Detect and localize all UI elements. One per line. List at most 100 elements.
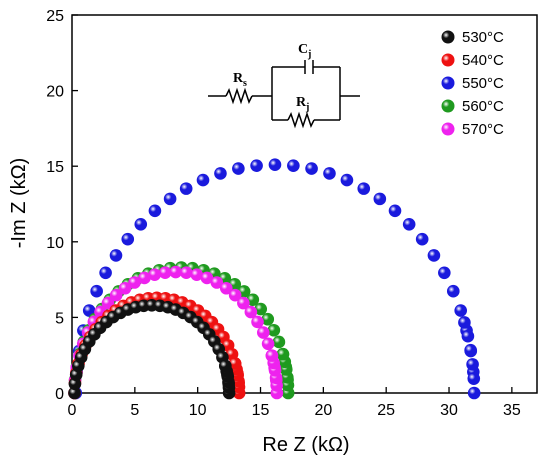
y-tick-label: 15 [46,159,64,176]
data-point [305,162,318,175]
equivalent-circuit-inset: R s C j R j [208,42,360,129]
data-point [467,386,481,400]
data-point [109,288,123,302]
rs-subscript: s [243,78,247,89]
data-point [268,158,282,171]
data-point [323,167,336,180]
legend-marker [441,99,455,113]
data-point [237,296,250,310]
cj-label: C [298,42,308,57]
data-point [415,232,429,246]
data-point [99,266,112,280]
cj-subscript: j [307,49,311,60]
y-tick-label: 0 [55,386,64,403]
data-point [467,372,481,385]
series-550°C [69,158,481,400]
data-point [287,159,300,172]
y-axis-title: -Im Z (kΩ) [8,158,30,248]
series-530°C [68,299,236,400]
data-point [276,347,290,361]
data-point [256,326,270,339]
data-point [228,357,242,370]
x-axis: 0 5 10 15 20 25 30 35 [68,387,521,419]
data-point [261,312,275,326]
series-570°C [68,265,284,400]
data-point [109,249,123,262]
plot-border [71,14,538,394]
data-point [461,329,475,343]
data-point [251,315,264,329]
data-point [388,204,402,218]
data-point [200,271,214,285]
data-point [128,276,141,289]
data-point [267,323,281,337]
legend-label: 560°C [462,98,504,115]
data-point [148,204,162,218]
rj-subscript: j [305,102,309,113]
legend-marker [441,122,455,136]
data-point [261,337,275,351]
data-point [466,358,479,371]
y-tick-label: 10 [46,235,64,252]
data-point [158,266,172,280]
circuit-wire-mid [252,66,360,121]
resistor-rj-symbol [287,111,315,129]
legend-label: 530°C [462,29,504,46]
data-point [219,359,232,373]
legend-marker [441,76,455,90]
legend-label: 570°C [462,121,504,138]
data-point [232,162,245,175]
x-tick-label: 20 [314,402,332,419]
data-point [250,159,263,172]
x-tick-label: 35 [503,402,521,419]
legend-label: 550°C [462,75,504,92]
rj-label: R [296,95,307,110]
x-tick-label: 0 [68,402,77,419]
data-point [265,349,279,362]
data-point [148,268,161,281]
y-axis: 0 5 10 15 20 25 [46,8,78,403]
data-point [169,265,182,279]
legend-marker [441,30,455,44]
capacitor-cj-symbol [304,60,314,74]
data-point [446,284,460,298]
data-point [90,284,103,298]
resistor-rs-symbol [225,87,253,105]
legend: 530°C 540°C 550°C 560°C 570°C [441,29,504,138]
plot-frame [71,14,538,394]
data-point [254,302,268,316]
data-points [68,158,481,400]
data-point [163,192,177,206]
y-tick-label: 25 [46,8,64,25]
data-point [438,266,451,280]
data-point [427,249,441,262]
legend-marker [441,53,455,67]
data-point [219,281,233,295]
data-point [402,217,416,231]
data-point [179,266,193,280]
data-point [138,271,151,285]
legend-label: 540°C [462,52,504,69]
data-point [464,343,477,357]
data-point [244,305,258,319]
data-point [373,192,387,206]
data-point [179,182,193,195]
data-point [454,304,468,317]
data-point [214,167,227,180]
data-point [340,173,354,187]
data-point [121,232,135,246]
data-point [210,276,224,289]
x-axis-title: Re Z (kΩ) [262,434,349,456]
data-point [190,268,204,281]
x-tick-label: 10 [189,402,207,419]
data-point [357,182,371,195]
data-point [228,288,242,302]
x-tick-label: 30 [440,402,458,419]
x-tick-label: 25 [377,402,395,419]
rs-label: R [233,71,244,86]
data-point [272,335,286,349]
y-tick-label: 5 [55,310,64,327]
data-point [118,281,132,295]
y-tick-label: 20 [46,84,64,101]
